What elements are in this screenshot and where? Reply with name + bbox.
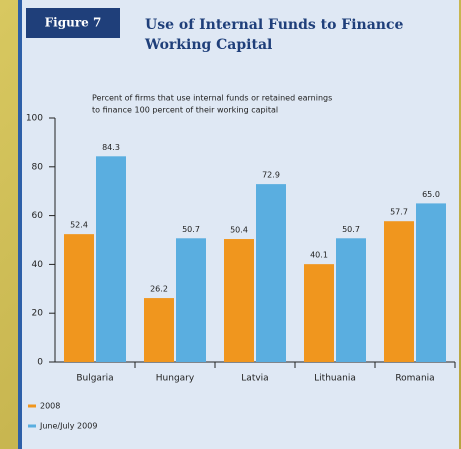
legend-label: June/July 2009 [39, 422, 97, 431]
bar [384, 221, 414, 362]
y-tick-label: 0 [37, 358, 43, 368]
panel-edge [18, 0, 22, 449]
y-tick-label: 80 [32, 162, 44, 172]
value-label: 52.4 [70, 221, 88, 230]
bar [336, 238, 366, 362]
value-label: 50.7 [182, 225, 200, 234]
value-label: 40.1 [310, 251, 328, 260]
bar [144, 298, 174, 362]
y-tick-label: 60 [32, 211, 44, 221]
chart-title: Use of Internal Funds to Finance [145, 17, 404, 33]
x-tick-label: Romania [395, 374, 434, 384]
value-label: 50.4 [230, 226, 248, 235]
x-tick-label: Bulgaria [76, 374, 113, 384]
bar [416, 203, 446, 362]
x-tick-label: Lithuania [314, 374, 356, 384]
y-tick-label: 20 [32, 309, 44, 319]
bar [256, 184, 286, 362]
subtitle: Percent of firms that use internal funds… [92, 94, 332, 103]
legend-label: 2008 [40, 402, 60, 411]
bar [176, 238, 206, 362]
x-tick-label: Latvia [241, 374, 268, 384]
value-label: 57.7 [390, 208, 408, 217]
bar [224, 239, 254, 362]
y-tick-label: 40 [32, 260, 44, 270]
value-label: 72.9 [262, 171, 280, 180]
value-label: 65.0 [422, 190, 440, 199]
value-label: 84.3 [102, 143, 120, 152]
bar [64, 234, 94, 362]
y-tick-label: 100 [26, 114, 43, 124]
value-label: 26.2 [150, 285, 168, 294]
value-label: 50.7 [342, 225, 360, 234]
subtitle: to finance 100 percent of their working … [92, 106, 278, 115]
x-tick-label: Hungary [156, 374, 195, 384]
bar [96, 156, 126, 362]
figure-label: Figure 7 [45, 16, 102, 30]
bar [304, 264, 334, 362]
chart-title: Working Capital [144, 37, 272, 53]
figure-box [26, 8, 120, 38]
